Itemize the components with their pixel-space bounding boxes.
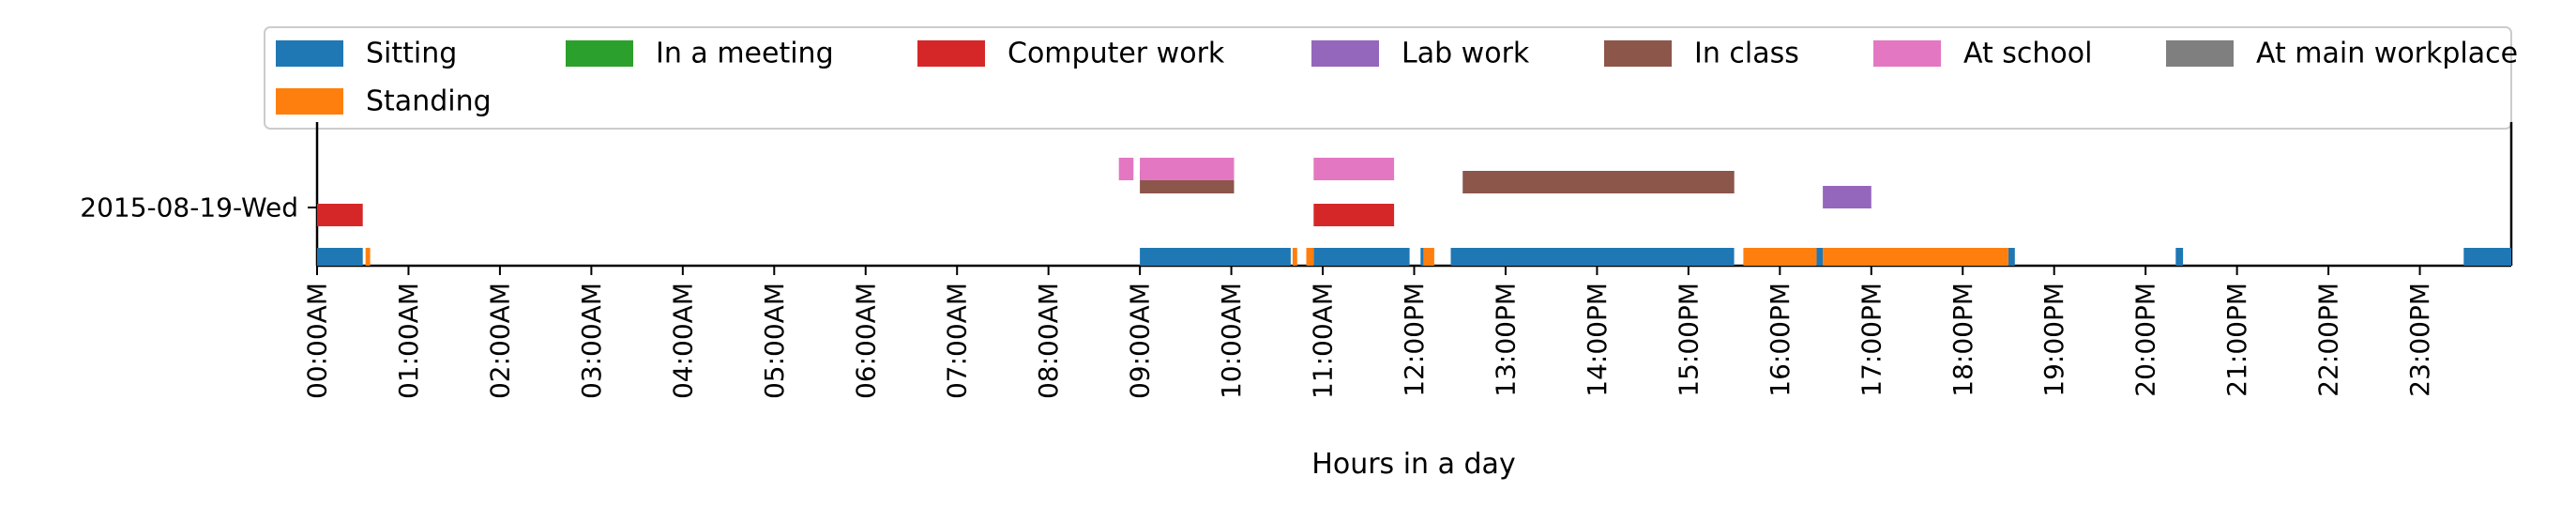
x-tick-label: 20:00PM bbox=[2130, 283, 2161, 397]
sitting-bar bbox=[2463, 248, 2511, 266]
legend-label: In class bbox=[1694, 38, 1799, 70]
standing-bar bbox=[1823, 248, 2008, 266]
legend-label: Standing bbox=[366, 85, 492, 118]
legend-swatch bbox=[1873, 40, 1941, 67]
x-tick-label: 21:00PM bbox=[2221, 283, 2252, 397]
at-school-bar bbox=[1140, 158, 1235, 180]
legend-item-in-a-meeting: In a meeting bbox=[566, 38, 834, 70]
sitting-bar bbox=[1816, 248, 1824, 266]
legend-label: Lab work bbox=[1402, 38, 1530, 70]
legend-label: Computer work bbox=[1008, 38, 1225, 70]
x-tick-label: 23:00PM bbox=[2404, 283, 2435, 397]
x-tick-label: 14:00PM bbox=[1582, 283, 1613, 397]
legend-swatch bbox=[2166, 40, 2234, 67]
legend-swatch bbox=[1604, 40, 1672, 67]
x-tick-label: 08:00AM bbox=[1033, 283, 1064, 399]
sitting-bar bbox=[2008, 248, 2015, 266]
legend-item-at-main-workplace: At main workplace bbox=[2166, 38, 2518, 70]
lab-work-bar bbox=[1823, 186, 1871, 208]
x-tick-label: 17:00PM bbox=[1856, 283, 1887, 397]
x-tick-label: 13:00PM bbox=[1490, 283, 1521, 397]
legend-swatch bbox=[917, 40, 985, 67]
sitting-bar bbox=[1140, 248, 1291, 266]
at-school-bar bbox=[1118, 158, 1134, 180]
y-axis: 2015-08-19-Wed bbox=[80, 192, 317, 223]
sitting-bar bbox=[1420, 248, 1426, 266]
x-tick-label: 05:00AM bbox=[759, 283, 790, 399]
x-tick-label: 06:00AM bbox=[850, 283, 881, 399]
legend-item-lab-work: Lab work bbox=[1311, 38, 1530, 70]
x-tick-label: 10:00AM bbox=[1216, 283, 1247, 399]
legend-item-sitting: Sitting bbox=[276, 38, 457, 70]
plot-area bbox=[315, 122, 2513, 268]
legend-label: Sitting bbox=[366, 38, 457, 70]
x-tick-label: 19:00PM bbox=[2038, 283, 2069, 397]
standing-bar bbox=[1306, 248, 1314, 266]
at-school-bar bbox=[1313, 158, 1395, 180]
x-tick-label: 11:00AM bbox=[1308, 283, 1339, 399]
legend-swatch bbox=[1311, 40, 1379, 67]
x-tick-label: 09:00AM bbox=[1125, 283, 1156, 399]
legend-swatch bbox=[566, 40, 633, 67]
x-axis-label: Hours in a day bbox=[1311, 448, 1515, 481]
standing-bar bbox=[365, 248, 371, 266]
x-tick-label: 03:00AM bbox=[576, 283, 607, 399]
x-tick-label: 00:00AM bbox=[302, 283, 333, 399]
sitting-bar bbox=[317, 248, 363, 266]
sitting-bar bbox=[1450, 248, 1735, 266]
sitting-bar bbox=[2175, 248, 2184, 266]
computer-work-bar bbox=[1313, 204, 1395, 226]
in-class-bar bbox=[1462, 171, 1735, 193]
legend-label: In a meeting bbox=[656, 38, 834, 70]
sitting-bar bbox=[1313, 248, 1410, 266]
x-tick-label: 04:00AM bbox=[667, 283, 698, 399]
legend-swatch bbox=[276, 40, 343, 67]
x-tick-label: 15:00PM bbox=[1673, 283, 1704, 397]
x-tick-label: 12:00PM bbox=[1399, 283, 1430, 397]
x-tick-label: 18:00PM bbox=[1947, 283, 1978, 397]
x-tick-label: 02:00AM bbox=[484, 283, 515, 399]
x-tick-label: 16:00PM bbox=[1765, 283, 1796, 397]
legend-label: At school bbox=[1963, 38, 2092, 70]
standing-bar bbox=[1743, 248, 1817, 266]
x-axis: 00:00AM 01:00AM 02:00AM 03:00AM 04:00AM 05:00… bbox=[302, 266, 2435, 399]
x-tick-label: 07:00AM bbox=[942, 283, 973, 399]
computer-work-bar bbox=[317, 204, 363, 226]
legend-item-in-class: In class bbox=[1604, 38, 1799, 70]
legend-frame bbox=[264, 26, 2512, 130]
standing-bar bbox=[1292, 248, 1297, 266]
legend-swatch bbox=[276, 88, 343, 115]
x-tick-label: 22:00PM bbox=[2313, 283, 2344, 397]
x-tick-label: 01:00AM bbox=[393, 283, 424, 399]
legend-item-at-school: At school bbox=[1873, 38, 2092, 70]
legend: Sitting Standing In a meeting Computer work… bbox=[264, 26, 2518, 130]
y-tick-label: 2015-08-19-Wed bbox=[80, 192, 298, 223]
legend-item-standing: Standing bbox=[276, 85, 492, 118]
standing-bar bbox=[1423, 248, 1434, 266]
legend-label: At main workplace bbox=[2256, 38, 2518, 70]
legend-item-computer-work: Computer work bbox=[917, 38, 1225, 70]
